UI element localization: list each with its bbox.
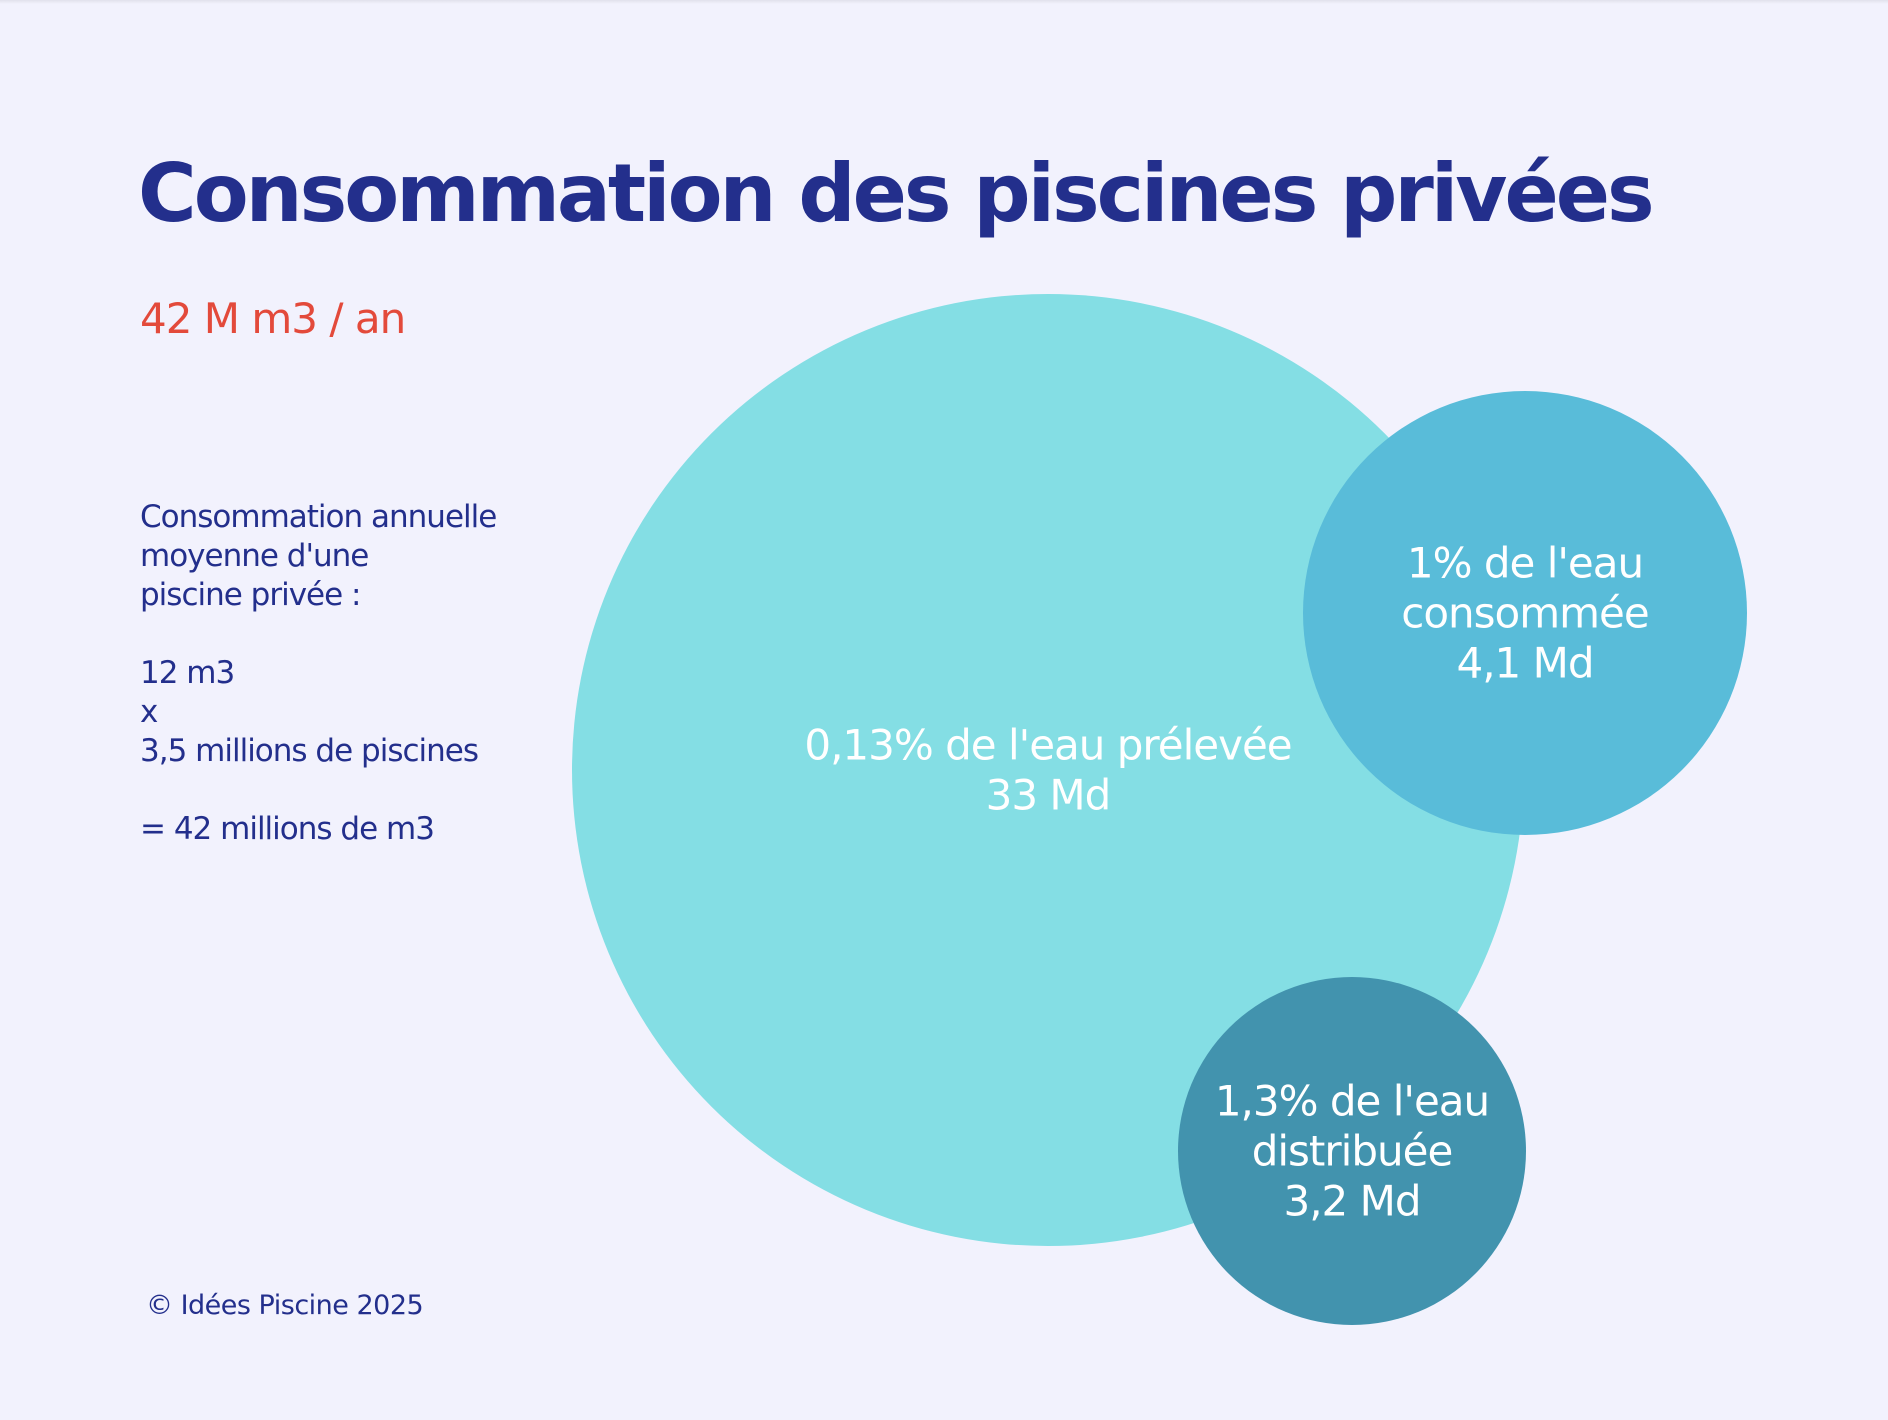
bubble-water-consumed-value-label: 4,1 Md bbox=[1456, 639, 1593, 688]
chart-subtitle: 42 M m3 / an bbox=[140, 294, 406, 343]
bubble-water-withdrawn-value-label: 33 Md bbox=[986, 771, 1111, 820]
chart-title: Consommation des piscines privées bbox=[138, 147, 1655, 240]
multiply-operator: x bbox=[140, 694, 158, 730]
bubble-water-consumed-circle bbox=[1303, 391, 1747, 835]
bubble-water-withdrawn-label-line-1: 0,13% de l'eau prélevée bbox=[804, 721, 1291, 770]
bubble-water-distributed-label-line-2: distribuée bbox=[1252, 1127, 1453, 1176]
bubble-water-distributed-label-line-1: 1,3% de l'eau bbox=[1215, 1077, 1489, 1126]
description-line-1: Consommation annuelle bbox=[140, 499, 497, 535]
bubble-water-consumed-label-line-1: 1% de l'eau bbox=[1407, 539, 1643, 588]
pool-count: 3,5 millions de piscines bbox=[140, 733, 479, 769]
description-line-3: piscine privée : bbox=[140, 577, 362, 613]
bubble-water-distributed-circle bbox=[1178, 977, 1526, 1325]
calculation-description: Consommation annuelle moyenne d'une pisc… bbox=[140, 498, 580, 849]
calculation-result: = 42 millions de m3 bbox=[140, 811, 435, 847]
volume-per-pool: 12 m3 bbox=[140, 655, 235, 691]
bubble-water-distributed-value-label: 3,2 Md bbox=[1283, 1177, 1420, 1226]
copyright-notice: © Idées Piscine 2025 bbox=[146, 1290, 424, 1321]
description-line-2: moyenne d'une bbox=[140, 538, 369, 574]
top-edge-shadow bbox=[0, 0, 1888, 4]
bubble-water-consumed-label-line-2: consommée bbox=[1401, 589, 1649, 638]
